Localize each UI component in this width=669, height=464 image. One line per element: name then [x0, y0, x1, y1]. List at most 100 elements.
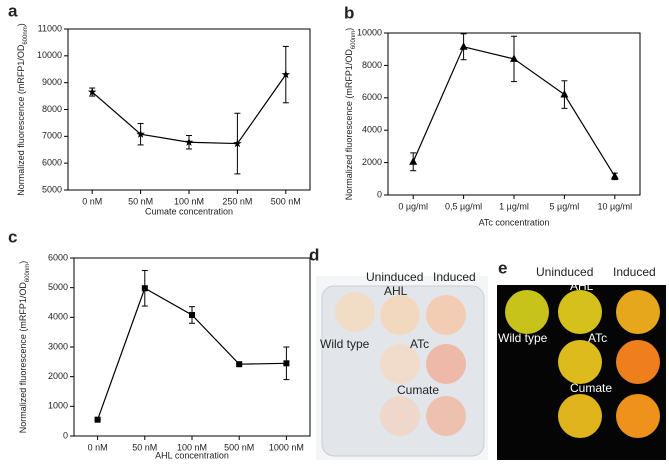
- well: [426, 344, 466, 384]
- y-axis-label-part: Normalized fluorescence (mRFP1/OD: [16, 44, 26, 196]
- y-axis-label: Normalized fluorescence (mRFP1/OD600nm): [18, 261, 30, 433]
- marker: [409, 157, 418, 165]
- x-tick-label: 0 µg/ml: [398, 201, 428, 211]
- marker: [94, 416, 101, 423]
- photo-label: AHL: [570, 279, 594, 293]
- photo-label: Cumate: [570, 381, 612, 395]
- photo-label: Cumate: [397, 383, 439, 397]
- marker: [459, 42, 468, 50]
- photo-label: ATc: [410, 337, 429, 351]
- marker: [189, 311, 195, 318]
- marker: [87, 87, 97, 96]
- x-axis-label: Cumate concentration: [145, 206, 233, 216]
- y-tick-label: 6000: [48, 252, 68, 262]
- panel-label: c: [8, 227, 17, 246]
- y-axis-label: Normalized fluorescence (mRFP1/OD600nm): [16, 23, 28, 195]
- marker: [510, 54, 518, 62]
- photo-d: d Uninduced Induced AHL Wild type ATc Cu…: [309, 245, 488, 460]
- x-tick-label: 5 µg/ml: [550, 201, 580, 211]
- y-axis-label-part: ): [18, 261, 28, 264]
- y-tick-label: 0: [377, 189, 382, 199]
- x-tick-label: 500 nM: [224, 442, 254, 452]
- well: [380, 295, 420, 335]
- x-tick-label: 100 nM: [174, 196, 204, 206]
- x-axis-label: AHL concentration: [155, 450, 229, 460]
- y-axis-label-part: Normalized fluorescence (mRFP1/OD: [18, 282, 28, 434]
- photo-label: ATc: [588, 331, 607, 345]
- chart: a 5000 6000 7000 8000 9000 10000 11000 0 nM 50 nM…: [8, 1, 311, 216]
- photo-label: Induced: [433, 270, 476, 284]
- y-axis-label-part: ): [344, 28, 354, 31]
- y-axis-label-part: 600nm: [351, 31, 357, 49]
- x-tick-label: 100 nM: [177, 442, 207, 452]
- line: [91, 74, 287, 145]
- well: [616, 290, 660, 334]
- y-tick-label: 11000: [38, 23, 62, 33]
- y-tick-label: 8000: [42, 104, 62, 114]
- well: [335, 292, 375, 332]
- y-tick-label: 10000: [357, 27, 382, 37]
- photo-label: AHL: [384, 284, 408, 298]
- plot-frame: [67, 28, 311, 191]
- marker: [233, 139, 242, 148]
- marker: [283, 360, 290, 367]
- marker: [610, 171, 619, 180]
- y-axis-label-part: ): [16, 23, 26, 26]
- x-tick-label: 0 nM: [82, 196, 102, 206]
- photo-e: e Uninduced Induced AHL Wild type ATc Cu…: [497, 258, 666, 460]
- y-tick-label: 7000: [42, 131, 62, 141]
- plot-frame: [73, 257, 311, 437]
- panel-label: b: [344, 3, 354, 22]
- well: [426, 396, 466, 436]
- x-tick-label: 50 nM: [132, 442, 157, 452]
- y-axis-label-part: 600nm: [23, 26, 29, 44]
- chart: b 0 2000 4000 6000 8000 10000 0 µg/ml 0,5 µg/ml 1…: [344, 3, 641, 227]
- y-tick-label: 2000: [362, 157, 382, 167]
- photo-label: Wild type: [320, 337, 370, 351]
- x-tick-label: 50 nM: [128, 196, 153, 206]
- x-tick-label: 1000 nM: [269, 442, 304, 452]
- well: [426, 295, 466, 335]
- x-tick-label: 10 µg/ml: [597, 201, 632, 211]
- x-tick-label: 500 nM: [271, 196, 301, 206]
- y-axis-label-part: Normalized fluorescence (mRFP1/OD: [344, 49, 354, 201]
- well: [380, 396, 420, 436]
- marker: [136, 129, 145, 138]
- y-tick-label: 2000: [48, 371, 68, 381]
- y-tick-label: 4000: [48, 312, 68, 322]
- panel-label: e: [498, 258, 507, 277]
- photo-label: Induced: [613, 265, 656, 279]
- y-axis-label-part: 600nm: [25, 264, 31, 282]
- photo-label: Uninduced: [536, 265, 593, 279]
- photo-label: Uninduced: [366, 270, 423, 284]
- y-tick-label: 6000: [362, 92, 382, 102]
- well: [558, 290, 602, 334]
- y-tick-label: 10000: [37, 50, 62, 60]
- well: [558, 394, 602, 438]
- well: [616, 340, 660, 384]
- well: [558, 340, 602, 384]
- panel-label: a: [8, 1, 18, 20]
- y-tick-label: 0: [63, 430, 68, 440]
- y-tick-label: 9000: [42, 77, 62, 87]
- well: [505, 290, 549, 334]
- x-tick-label: 0,5 µg/ml: [445, 201, 482, 211]
- y-axis-label: Normalized fluorescence (mRFP1/OD600nm): [344, 28, 356, 200]
- marker: [560, 90, 569, 98]
- marker: [236, 361, 243, 368]
- y-tick-label: 6000: [42, 158, 62, 168]
- x-tick-label: 0 nM: [88, 442, 108, 452]
- y-tick-label: 5000: [48, 282, 68, 292]
- x-tick-label: 1 µg/ml: [499, 201, 529, 211]
- y-tick-label: 8000: [362, 60, 382, 70]
- chart: c 0 1000 2000 3000 4000 5000 6000 0 nM 50 nM 100 n…: [8, 227, 311, 460]
- marker: [141, 285, 148, 292]
- x-tick-label: 250 nM: [222, 196, 252, 206]
- well: [380, 344, 420, 384]
- y-tick-label: 4000: [362, 125, 382, 135]
- photo-label: Wild type: [498, 331, 548, 345]
- y-tick-label: 3000: [48, 341, 68, 351]
- x-axis-label: ATc concentration: [479, 217, 550, 227]
